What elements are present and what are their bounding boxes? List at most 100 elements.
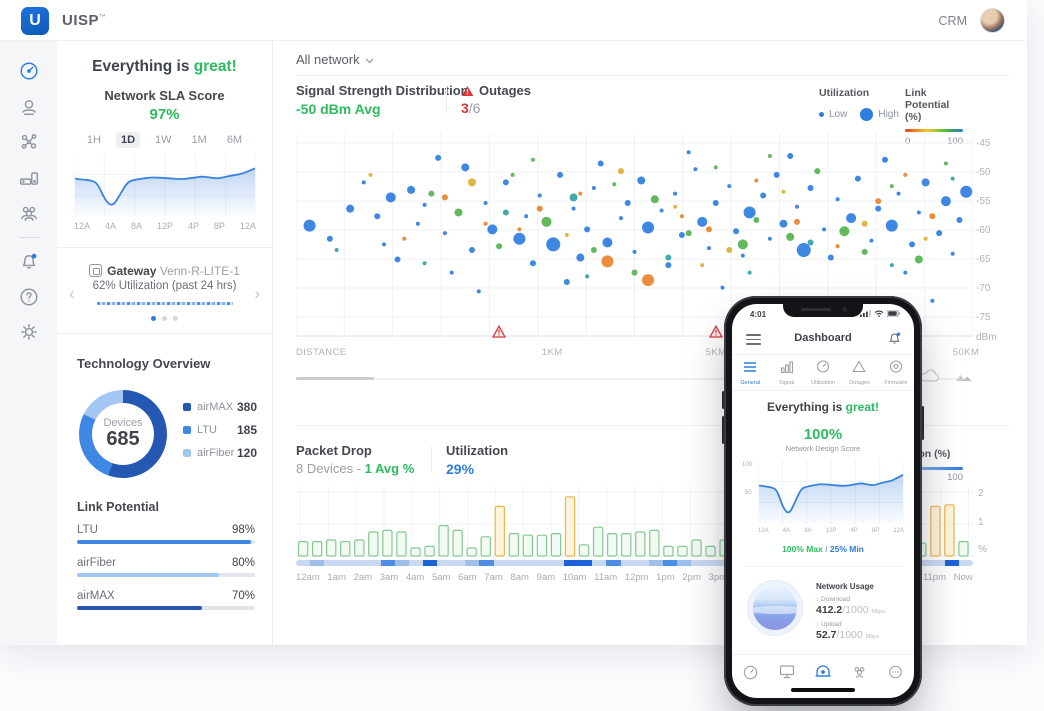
scatter-point[interactable] (422, 202, 427, 207)
packet-drop-bar[interactable] (354, 539, 365, 557)
range-tab-6m[interactable]: 6M (226, 134, 243, 146)
scatter-point[interactable] (435, 154, 442, 161)
scatter-point[interactable] (869, 238, 874, 243)
packet-drop-bar[interactable] (438, 524, 449, 557)
packet-drop-bar[interactable] (494, 505, 505, 557)
scatter-point[interactable] (743, 206, 756, 219)
packet-drop-bar[interactable] (452, 529, 463, 557)
scatter-point[interactable] (914, 255, 923, 264)
scatter-point[interactable] (476, 289, 481, 294)
scatter-point[interactable] (727, 184, 732, 189)
scatter-point[interactable] (642, 274, 655, 287)
scatter-point[interactable] (881, 156, 888, 163)
signal-scatter-plot[interactable] (296, 133, 973, 337)
packet-drop-bar[interactable] (621, 532, 632, 557)
scatter-point[interactable] (442, 231, 447, 236)
outage-marker-icon[interactable] (708, 324, 723, 338)
scatter-point[interactable] (541, 216, 552, 227)
scatter-point[interactable] (632, 249, 637, 254)
scatter-point[interactable] (930, 298, 935, 303)
scatter-point[interactable] (693, 167, 698, 172)
scatter-point[interactable] (754, 178, 759, 183)
range-tab-1d[interactable]: 1D (115, 132, 141, 148)
packet-drop-bar[interactable] (536, 534, 548, 557)
scatter-point[interactable] (960, 185, 973, 198)
scatter-point[interactable] (597, 160, 604, 167)
scatter-point[interactable] (793, 218, 800, 225)
range-tab-1w[interactable]: 1W (155, 134, 172, 146)
sidebar-item-sites[interactable] (19, 97, 39, 117)
scatter-point[interactable] (807, 185, 814, 191)
scatter-point[interactable] (796, 243, 811, 258)
outage-marker-icon[interactable] (491, 324, 507, 338)
scatter-point[interactable] (385, 192, 396, 203)
scatter-point[interactable] (835, 244, 840, 249)
scatter-point[interactable] (483, 221, 488, 226)
scatter-point[interactable] (794, 204, 799, 209)
pagination-dot[interactable] (151, 316, 156, 321)
scatter-point[interactable] (854, 175, 861, 182)
scatter-point[interactable] (502, 209, 509, 216)
packet-drop-bar[interactable] (564, 496, 576, 557)
scatter-point[interactable] (303, 219, 316, 232)
packet-drop-bar[interactable] (958, 540, 969, 557)
packet-drop-bar[interactable] (382, 529, 393, 557)
scatter-point[interactable] (673, 191, 678, 196)
scatter-point[interactable] (624, 200, 631, 207)
scatter-point[interactable] (637, 176, 646, 185)
scatter-point[interactable] (590, 247, 597, 254)
scatter-point[interactable] (822, 227, 827, 232)
scatter-point[interactable] (827, 254, 834, 261)
scatter-point[interactable] (956, 216, 963, 223)
pagination-dot[interactable] (162, 316, 167, 321)
range-tab-1m[interactable]: 1M (191, 134, 207, 146)
packet-drop-bar[interactable] (550, 532, 562, 557)
gateway-card[interactable]: Gateway Venn-R-LITE-1 62% Utilization (p… (57, 248, 272, 334)
packet-drop-bar[interactable] (592, 526, 604, 557)
scatter-point[interactable] (916, 210, 921, 215)
scatter-point[interactable] (524, 214, 529, 219)
home-indicator[interactable] (791, 688, 855, 692)
scatter-point[interactable] (846, 213, 857, 224)
packet-drop-bar[interactable] (297, 540, 309, 557)
packet-drop-bar[interactable] (508, 532, 520, 557)
scatter-point[interactable] (557, 171, 564, 178)
scatter-point[interactable] (706, 246, 711, 251)
packet-drop-bar[interactable] (424, 545, 435, 557)
scatter-point[interactable] (779, 219, 788, 228)
phone-tab-general[interactable]: General (732, 355, 768, 390)
packet-drop-bar[interactable] (944, 504, 955, 557)
sidebar-item-clients[interactable] (19, 203, 39, 223)
scatter-point[interactable] (861, 248, 868, 255)
scatter-point[interactable] (334, 248, 339, 253)
scatter-point[interactable] (705, 226, 712, 233)
range-tab-1h[interactable]: 1H (86, 134, 101, 146)
scatter-point[interactable] (617, 168, 624, 175)
scatter-point[interactable] (747, 270, 752, 275)
scatter-point[interactable] (578, 191, 583, 196)
scatter-point[interactable] (685, 230, 692, 237)
packet-drop-bar[interactable] (396, 531, 407, 557)
packet-drop-bar[interactable] (522, 534, 534, 557)
scatter-point[interactable] (415, 221, 420, 226)
scatter-point[interactable] (875, 198, 882, 205)
scatter-point[interactable] (760, 192, 767, 199)
distance-scrollbar-thumb[interactable] (296, 377, 374, 380)
scatter-point[interactable] (502, 179, 509, 186)
packet-drop-bar[interactable] (326, 539, 337, 557)
scatter-point[interactable] (659, 208, 664, 213)
scatter-point[interactable] (536, 205, 543, 212)
scatter-point[interactable] (940, 196, 951, 207)
scatter-point[interactable] (740, 253, 745, 258)
crm-link[interactable]: CRM (938, 14, 967, 28)
scatter-point[interactable] (422, 261, 427, 266)
scatter-point[interactable] (602, 237, 613, 248)
scatter-point[interactable] (346, 204, 355, 213)
scatter-point[interactable] (563, 279, 570, 285)
packet-drop-bar[interactable] (480, 536, 491, 557)
user-avatar[interactable] (980, 8, 1005, 33)
scatter-point[interactable] (697, 216, 708, 227)
scatter-point[interactable] (686, 150, 691, 155)
packet-drop-bar[interactable] (649, 529, 660, 557)
phone-nav-devices[interactable] (805, 664, 841, 685)
